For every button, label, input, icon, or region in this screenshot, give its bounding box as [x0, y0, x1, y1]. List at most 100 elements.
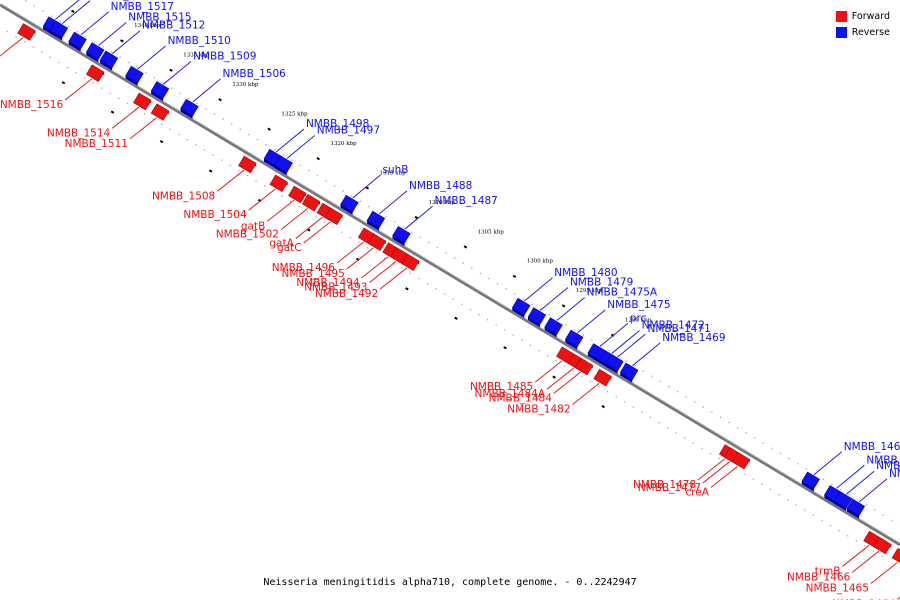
- tick-label: 1300 kbp: [527, 259, 554, 265]
- gene-leader-line: [286, 135, 316, 159]
- gene-leader-line: [534, 360, 563, 383]
- track-dot: [349, 236, 351, 238]
- gene-shadow: [834, 500, 847, 512]
- gene-shadow: [125, 75, 138, 86]
- track-dot: [634, 365, 636, 367]
- minor-tick-mark: [61, 81, 66, 85]
- track-dot: [135, 108, 137, 110]
- track-dot: [315, 216, 317, 218]
- track-dot: [709, 452, 712, 455]
- gene-NMBB_1514: [133, 92, 152, 111]
- track-dot: [582, 334, 584, 336]
- track-dot: [255, 180, 257, 182]
- track-dot: [865, 504, 867, 506]
- gene-leader-line: [303, 221, 331, 244]
- track-dot: [308, 169, 310, 172]
- track-dot: [692, 442, 694, 444]
- track-dot: [495, 324, 497, 326]
- track-dot: [51, 15, 53, 17]
- legend-reverse-swatch: [835, 26, 847, 38]
- track-dot: [6, 30, 8, 33]
- minor-tick-mark: [405, 287, 409, 291]
- track-dot: [111, 51, 113, 53]
- gene-gatC: [324, 207, 343, 226]
- gene-label-NMBB_1506: NMBB_1506: [223, 68, 287, 80]
- track-dot: [529, 344, 532, 347]
- track-dot: [23, 41, 26, 43]
- gene-shadow: [50, 30, 63, 41]
- track-dot: [761, 483, 763, 485]
- tick-mark: [414, 215, 419, 220]
- track-dot: [737, 427, 739, 429]
- gene-label-NMBB_1516: NMBB_1516: [0, 99, 63, 111]
- gene-box: [238, 155, 257, 174]
- track-dot: [109, 92, 111, 94]
- track-dot: [152, 118, 154, 120]
- track-dot: [366, 247, 369, 249]
- track-dot: [179, 92, 181, 94]
- gene-label-NMBB_1478: NMBB_1478: [633, 479, 696, 491]
- legend-reverse-label: Reverse: [851, 26, 890, 38]
- gene-leader-line: [556, 297, 585, 321]
- track-dot: [702, 406, 704, 408]
- gene-box: [68, 31, 87, 50]
- gene-label-NMBB_1497: NMBB_1497: [317, 125, 380, 137]
- gene-label-NMBB_1485: NMBB_1485: [470, 381, 533, 393]
- legend: Forward Reverse: [835, 8, 890, 40]
- gene-box: [17, 23, 36, 41]
- gene-label-NMBB_1515: NMBB_1515: [128, 11, 191, 23]
- track-dot: [838, 530, 840, 532]
- gene-NMBB_1460: [846, 498, 866, 519]
- track-dot: [85, 36, 87, 38]
- track-dot: [701, 447, 703, 449]
- track-dot: [435, 288, 437, 290]
- track-dot: [428, 241, 430, 244]
- tick-mark: [463, 245, 468, 249]
- track-dot: [555, 360, 557, 362]
- track-dot: [795, 504, 797, 506]
- gene-box: [85, 42, 105, 60]
- gene-leader-line: [0, 37, 24, 57]
- gene-NMBB_1518: [49, 20, 69, 41]
- gene-shadow: [846, 508, 859, 519]
- gene-shadow: [180, 108, 193, 119]
- gene-label-NMBB_1482: NMBB_1482: [507, 404, 570, 416]
- gene-label-creA: creA: [685, 487, 709, 499]
- gene-NMBB_1504: [269, 174, 288, 193]
- track-dot: [169, 128, 171, 130]
- gene-shadow: [274, 165, 287, 176]
- track-dot: [256, 139, 259, 141]
- track-dot: [126, 103, 129, 105]
- gene-label-NMBB_1502: NMBB_1502: [216, 229, 279, 241]
- track-dot: [143, 113, 146, 115]
- track-dot: [615, 396, 617, 398]
- gene-NMBB_1479: [527, 307, 547, 328]
- gene-leader-line: [632, 342, 661, 367]
- track-dot: [685, 396, 687, 398]
- gene-leader-line: [280, 207, 309, 230]
- track-dot: [829, 524, 832, 527]
- gene-box: [288, 185, 307, 204]
- track-dot: [624, 401, 626, 403]
- track-dot: [514, 293, 516, 295]
- track-dot: [93, 41, 96, 43]
- track-dot: [718, 458, 720, 460]
- gene-box: [49, 20, 69, 38]
- gene-suhB: [340, 194, 359, 215]
- track-dot: [41, 51, 43, 53]
- track-dot: [659, 380, 662, 383]
- gene-label-NMBB_1463: NMBB_1463: [844, 441, 900, 453]
- gene-shadow: [86, 52, 99, 63]
- track-dot: [762, 442, 764, 444]
- gene-NMBB_1465: [891, 547, 900, 563]
- gene-shadow: [824, 494, 837, 506]
- tick-label: 1295 kbp: [576, 288, 603, 294]
- track-dot: [831, 483, 833, 485]
- track-dot: [68, 25, 70, 28]
- tick-mark: [71, 9, 75, 14]
- track-dot: [676, 391, 679, 393]
- track-dot: [205, 108, 207, 110]
- tick-label: 1330 kbp: [232, 82, 259, 88]
- gene-leader-line: [697, 458, 726, 481]
- gene-label-NMBB_1465: NMBB_1465: [806, 583, 869, 595]
